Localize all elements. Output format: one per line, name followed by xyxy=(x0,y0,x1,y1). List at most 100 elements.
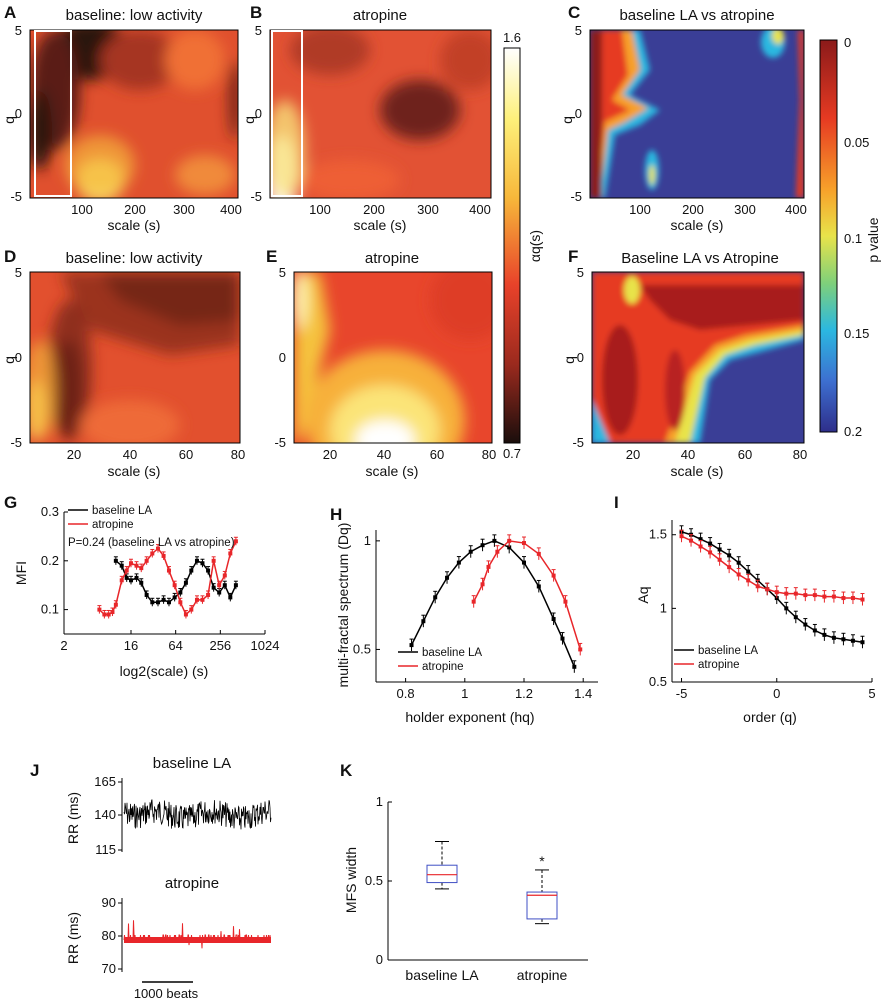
alpha-colorbar-gradient xyxy=(503,47,521,444)
atropine-point xyxy=(689,538,694,543)
panel-c: C baseline LA vs atropine 5 0 -5 100 200… xyxy=(559,3,807,233)
panel-f-ytick: 5 xyxy=(577,265,584,280)
baseline-la-point xyxy=(119,563,124,568)
baseline-la-point xyxy=(746,569,751,574)
atropine-point xyxy=(717,557,722,562)
baseline-la-point xyxy=(144,592,149,597)
atropine-point xyxy=(144,558,149,563)
panel-f-xtick: 40 xyxy=(681,447,695,462)
x-tick-label: 2 xyxy=(60,638,67,653)
panel-b-xtick: 200 xyxy=(363,202,385,217)
x-tick-label: 16 xyxy=(124,638,138,653)
atropine-point xyxy=(812,593,817,598)
baseline-la-point xyxy=(831,635,836,640)
baseline-la-point xyxy=(189,568,194,573)
baseline-la-point xyxy=(822,632,827,637)
atropine-point xyxy=(860,597,865,602)
baseline-la-point xyxy=(456,560,461,565)
panel-k-ylabel: MFS width xyxy=(343,847,359,913)
y-tick-label: 1 xyxy=(376,794,383,809)
alpha-colorbar-max: 1.6 xyxy=(503,30,521,45)
panel-a-ytick: 5 xyxy=(15,23,22,38)
panel-letter-b: B xyxy=(250,3,262,22)
x-tick-label: 64 xyxy=(168,638,182,653)
baseline-la-point xyxy=(156,600,161,605)
baseline-la-series-line xyxy=(681,531,863,643)
alpha-colorbar: 1.6 0.7 αq(s) xyxy=(503,30,543,461)
atropine-point xyxy=(110,610,115,615)
atropine-point xyxy=(755,584,760,589)
panel-f-heatmap xyxy=(592,272,804,443)
panel-b-xtick: 100 xyxy=(309,202,331,217)
panel-b-xtick: 300 xyxy=(417,202,439,217)
baseline-la-point xyxy=(445,575,450,580)
baseline-la-series-line xyxy=(410,540,576,668)
panel-letter-a: A xyxy=(4,3,16,22)
atropine-point xyxy=(536,551,541,556)
panel-e-ytick: 0 xyxy=(279,350,286,365)
panel-f-xtick: 20 xyxy=(626,447,640,462)
panel-d-xtick: 60 xyxy=(179,447,193,462)
panel-letter-f: F xyxy=(568,247,578,266)
baseline-la-point xyxy=(178,590,183,595)
x-tick-label: 1.2 xyxy=(515,686,533,701)
pvalue-tick: 0 xyxy=(844,35,851,50)
box-body xyxy=(526,891,558,920)
atropine-point xyxy=(166,568,171,573)
pvalue-colorbar-gradient xyxy=(819,39,838,433)
atropine-point xyxy=(774,590,779,595)
panel-e-xtick: 20 xyxy=(323,447,337,462)
baseline-la-point xyxy=(233,583,238,588)
baseline-la-point xyxy=(850,638,855,643)
pvalue-tick: 0.15 xyxy=(844,326,869,341)
panel-c-ytick: 5 xyxy=(575,23,582,38)
baseline-la-point xyxy=(860,640,865,645)
atropine-point xyxy=(150,551,155,556)
atropine-point xyxy=(708,550,713,555)
baseline-la-point xyxy=(129,578,133,583)
panel-c-ytick: -5 xyxy=(570,189,582,204)
x-category-label: baseline LA xyxy=(405,967,479,983)
atropine-point xyxy=(183,612,188,617)
baseline-la-point xyxy=(113,558,118,563)
panel-j: baseline LA 165 140 115 RR (ms) atropine… xyxy=(65,755,272,1001)
atropine-point xyxy=(850,596,855,601)
atropine-point xyxy=(784,591,789,596)
panel-d-heatmap xyxy=(30,272,240,443)
baseline-la-point xyxy=(139,580,144,585)
x-tick-label: 1.4 xyxy=(574,686,592,701)
baseline-la-point xyxy=(217,590,222,595)
baseline-la-point xyxy=(717,547,722,552)
alpha-colorbar-label: αq(s) xyxy=(527,230,543,262)
legend-label: atropine xyxy=(698,659,740,671)
panel-f-frame xyxy=(591,271,805,444)
rr-trace-atropine xyxy=(123,920,271,949)
panel-b-ytick: 0 xyxy=(255,106,262,121)
baseline-la-point xyxy=(736,560,741,565)
atropine-point xyxy=(471,599,476,604)
panel-d-title: baseline: low activity xyxy=(66,250,203,267)
pvalue-colorbar: 0 0.05 0.1 0.15 0.2 p value xyxy=(819,35,881,439)
rr-trace-atropine-line xyxy=(123,920,271,949)
panel-g-ylabel: MFI xyxy=(13,561,29,585)
y-tick-label: 1 xyxy=(364,533,371,548)
atropine-series-line xyxy=(681,535,863,601)
panel-letter-i: I xyxy=(614,493,619,512)
atropine-point xyxy=(178,600,183,605)
baseline-la-point xyxy=(551,617,556,622)
panel-a-xtick: 300 xyxy=(173,202,195,217)
baseline-la-point xyxy=(150,600,155,605)
baseline-la-point xyxy=(211,585,216,590)
panel-d-xtick: 40 xyxy=(123,447,137,462)
panel-f-title: Baseline LA vs Atropine xyxy=(621,250,779,267)
panel-c-heatmap xyxy=(590,30,804,198)
atropine-point xyxy=(200,597,205,602)
atropine-point xyxy=(222,573,227,578)
panel-e-heatmap xyxy=(294,272,492,443)
atropine-point xyxy=(139,566,144,571)
legend-label: atropine xyxy=(92,519,134,531)
atropine-point xyxy=(841,596,846,601)
panel-a-ytick: -5 xyxy=(10,189,22,204)
panel-j-tick2: 80 xyxy=(102,928,116,943)
panel-d-frame xyxy=(29,271,241,444)
